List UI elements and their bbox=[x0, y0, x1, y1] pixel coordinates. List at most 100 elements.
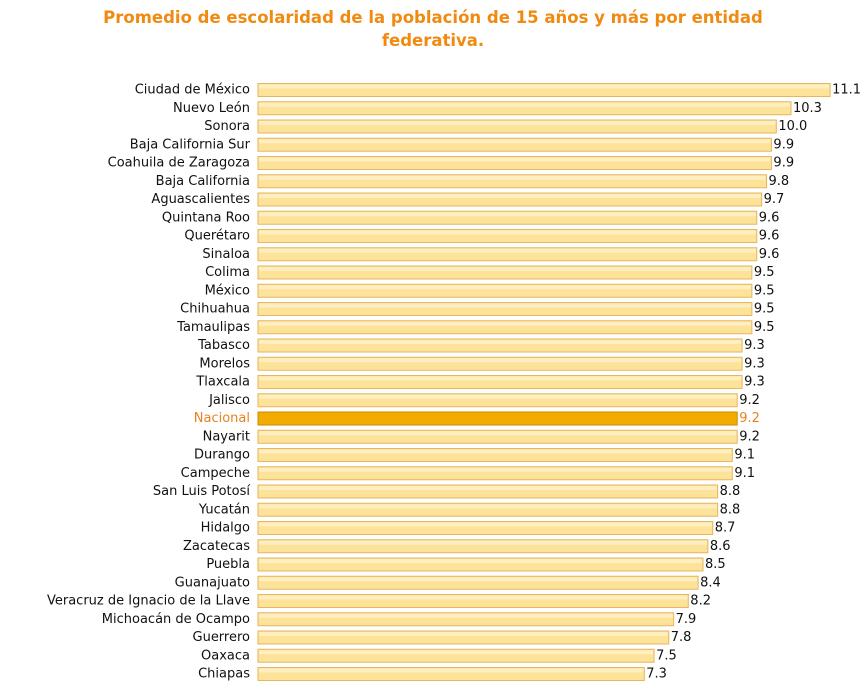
bar-shine bbox=[259, 486, 717, 490]
category-label: Yucatán bbox=[198, 502, 250, 517]
category-label: Quintana Roo bbox=[162, 210, 250, 225]
category-label: Tlaxcala bbox=[195, 375, 250, 390]
bar bbox=[257, 411, 738, 426]
bar-shine bbox=[259, 194, 761, 198]
bar-shine bbox=[259, 467, 732, 472]
category-label: Durango bbox=[194, 448, 250, 463]
value-label: 9.7 bbox=[764, 192, 785, 207]
category-label: Guerrero bbox=[193, 630, 251, 645]
category-label: Tamaulipas bbox=[176, 320, 250, 335]
category-label: San Luis Potosí bbox=[153, 484, 251, 499]
bar-shine bbox=[259, 668, 644, 673]
value-label: 8.8 bbox=[720, 484, 741, 499]
value-label: 9.1 bbox=[734, 448, 755, 463]
category-label: Chihuahua bbox=[180, 302, 250, 317]
bar-shine bbox=[259, 248, 756, 253]
bar-shine bbox=[259, 102, 790, 107]
value-label: 9.2 bbox=[739, 429, 760, 444]
value-label: 9.5 bbox=[754, 283, 775, 298]
bar-shine bbox=[259, 613, 673, 618]
bar-shine bbox=[259, 650, 654, 655]
value-label: 7.8 bbox=[671, 630, 692, 645]
category-label: Querétaro bbox=[184, 229, 250, 244]
value-label: 8.6 bbox=[710, 539, 731, 554]
category-label: Coahuila de Zaragoza bbox=[108, 156, 250, 171]
category-label: Michoacán de Ocampo bbox=[102, 612, 250, 627]
value-label: 8.5 bbox=[705, 557, 726, 572]
value-label: 9.5 bbox=[754, 320, 775, 335]
category-label: Nayarit bbox=[203, 429, 250, 444]
bar-shine bbox=[259, 358, 742, 363]
value-label: 9.6 bbox=[759, 229, 780, 244]
value-label: 9.3 bbox=[744, 356, 765, 371]
bar-shine bbox=[259, 540, 707, 545]
value-label: 9.8 bbox=[769, 174, 790, 189]
bar-shine bbox=[259, 321, 751, 326]
bar-shine bbox=[259, 303, 751, 308]
value-label: 9.9 bbox=[773, 137, 794, 152]
value-label: 9.2 bbox=[739, 393, 760, 408]
bar-shine bbox=[259, 121, 776, 125]
category-label: Veracruz de Ignacio de la Llave bbox=[47, 594, 250, 609]
bar-shine bbox=[259, 285, 751, 290]
value-label: 9.1 bbox=[734, 466, 755, 481]
value-label: 10.0 bbox=[778, 119, 807, 134]
value-label: 7.3 bbox=[646, 667, 667, 682]
value-label: 8.4 bbox=[700, 575, 721, 590]
value-label: 7.5 bbox=[656, 648, 677, 663]
bar-shine bbox=[259, 340, 742, 344]
category-label: Aguascalientes bbox=[151, 192, 250, 207]
category-label: Baja California bbox=[156, 174, 250, 189]
value-label: 8.8 bbox=[720, 502, 741, 517]
bar-shine bbox=[259, 212, 756, 217]
bar-shine bbox=[259, 595, 688, 600]
value-label: 9.2 bbox=[739, 411, 760, 426]
bar-shine bbox=[259, 84, 830, 89]
value-label: 9.6 bbox=[759, 210, 780, 225]
value-label: 9.3 bbox=[744, 375, 765, 390]
value-label: 9.5 bbox=[754, 302, 775, 317]
category-label: Guanajuato bbox=[175, 575, 250, 590]
value-label: 8.7 bbox=[715, 521, 736, 536]
bar-shine bbox=[259, 376, 742, 381]
value-label: 9.6 bbox=[759, 247, 780, 262]
value-label: 10.3 bbox=[793, 101, 822, 116]
category-label: Sonora bbox=[204, 119, 250, 134]
bar-shine bbox=[259, 394, 737, 399]
category-label: Nacional bbox=[194, 411, 250, 426]
category-label: Jalisco bbox=[208, 393, 250, 408]
value-label: 9.3 bbox=[744, 338, 765, 353]
value-label: 9.5 bbox=[754, 265, 775, 280]
category-label: Campeche bbox=[181, 466, 250, 481]
bar-shine bbox=[259, 559, 702, 563]
value-label: 11.1 bbox=[832, 83, 861, 98]
chart-title: Promedio de escolaridad de la población … bbox=[103, 8, 763, 50]
value-label: 7.9 bbox=[676, 612, 697, 627]
bar-shine bbox=[259, 431, 737, 436]
category-label: México bbox=[205, 283, 250, 298]
category-label: Morelos bbox=[199, 356, 250, 371]
value-label: 8.2 bbox=[690, 594, 711, 609]
category-label: Baja California Sur bbox=[130, 137, 251, 152]
category-label: Colima bbox=[205, 265, 250, 280]
category-label: Tabasco bbox=[197, 338, 250, 353]
category-label: Oaxaca bbox=[201, 648, 250, 663]
bar-shine bbox=[259, 175, 766, 180]
category-label: Chiapas bbox=[198, 667, 250, 682]
category-label: Ciudad de México bbox=[135, 83, 250, 98]
value-label: 9.9 bbox=[773, 156, 794, 171]
category-label: Zacatecas bbox=[183, 539, 250, 554]
bar-shine bbox=[259, 157, 771, 162]
category-label: Hidalgo bbox=[201, 521, 250, 536]
bar-shine bbox=[259, 632, 668, 636]
bar-shine bbox=[259, 504, 717, 509]
bar-shine bbox=[259, 449, 732, 454]
bar-shine bbox=[259, 230, 756, 235]
category-label: Puebla bbox=[206, 557, 250, 572]
bar-shine bbox=[259, 267, 751, 271]
bar-shine bbox=[259, 139, 771, 144]
category-label: Nuevo León bbox=[173, 101, 250, 116]
bar-shine bbox=[259, 577, 698, 582]
